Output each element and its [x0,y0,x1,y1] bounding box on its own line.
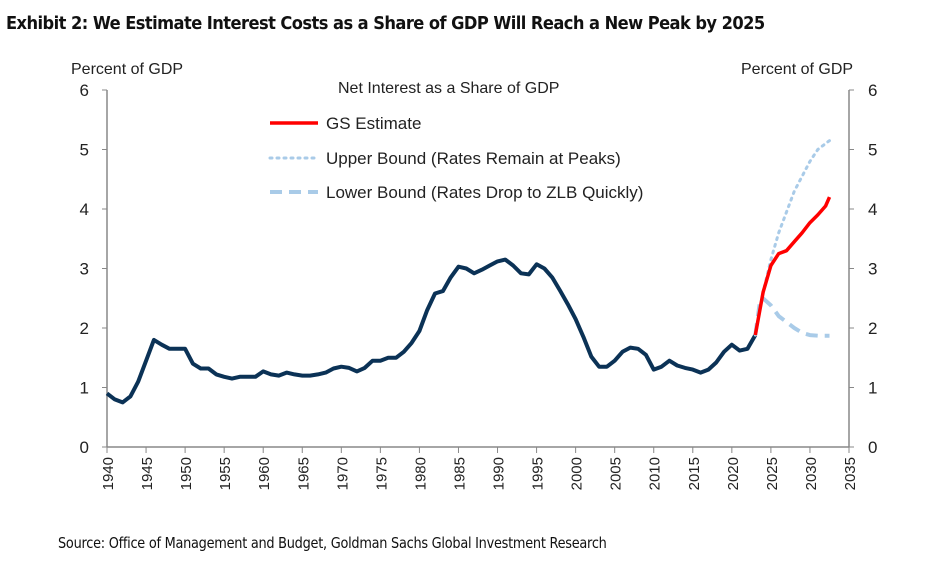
x-tick-label: 1985 [451,457,468,490]
legend-label: Upper Bound (Rates Remain at Peaks) [326,149,621,168]
series-line-lower [753,296,830,338]
y-tick-label-left: 5 [80,141,89,160]
line-chart: 0 0 1 1 2 2 3 3 4 4 5 5 6 6 1940 1945 1950 1955 1960 1965 19… [71,61,877,490]
legend-label: GS Estimate [326,114,421,133]
x-tick-label: 1965 [295,457,312,490]
y-tick-label-right: 0 [868,438,877,457]
x-tick-label: 1970 [334,457,351,490]
y-tick-label-right: 3 [868,260,877,279]
x-tick-label: 2005 [608,457,625,490]
x-tick-label: 2035 [842,457,859,490]
source-note: Source: Office of Management and Budget,… [58,534,607,552]
x-tick-label: 1990 [491,457,508,490]
x-tick-label: 1960 [256,457,273,490]
x-tick-label: 1995 [530,457,547,490]
y-tick-label-left: 0 [80,438,89,457]
x-tick-label: 1945 [139,457,156,490]
y-tick-label-left: 3 [80,260,89,279]
y-axis-label-right: Percent of GDP [741,61,853,78]
y-tick-label-right: 1 [868,379,877,398]
exhibit-title: Exhibit 2: We Estimate Interest Costs as… [6,14,765,34]
x-tick-label: 2000 [569,457,586,490]
x-tick-label: 1950 [178,457,195,490]
x-tick-label: 1980 [412,457,429,490]
series-line-upper [753,139,831,337]
y-tick-label-right: 5 [868,141,877,160]
x-tick-label: 1955 [217,457,234,490]
x-tick-label: 2030 [803,457,820,490]
y-tick-label-right: 6 [868,81,877,100]
y-tick-label-left: 6 [80,81,89,100]
y-tick-label-right: 2 [868,319,877,338]
x-tick-label: 2025 [764,457,781,490]
y-tick-label-left: 4 [80,200,89,219]
y-tick-label-left: 2 [80,319,89,338]
x-tick-label: 2015 [686,457,703,490]
x-tick-label: 1940 [100,457,117,490]
legend-label: Lower Bound (Rates Drop to ZLB Quickly) [326,183,643,202]
x-tick-label: 2020 [725,457,742,490]
y-axis-label-left: Percent of GDP [71,61,183,78]
series-line-gs [753,196,832,336]
y-tick-label-right: 4 [868,200,877,219]
y-tick-label-left: 1 [80,379,89,398]
x-tick-label: 1975 [373,457,390,490]
chart-title: Net Interest as a Share of GDP [338,80,559,97]
x-tick-label: 2010 [647,457,664,490]
series-line-historical [105,257,758,405]
